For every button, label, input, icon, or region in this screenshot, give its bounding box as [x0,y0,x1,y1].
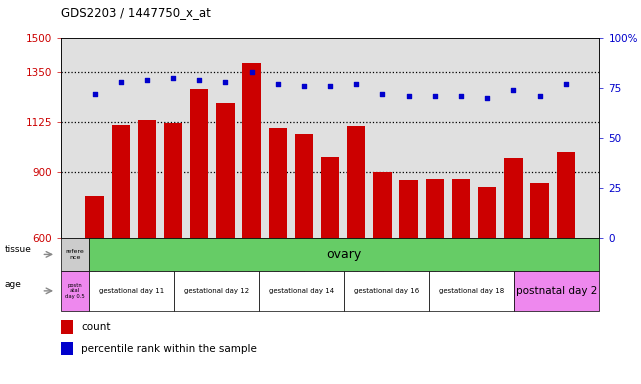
Bar [344,271,429,311]
Point [194,77,204,83]
Point [378,91,388,98]
Point [456,93,466,99]
Point [168,75,178,81]
Point [142,77,152,83]
Bar [321,157,339,371]
Bar [530,183,549,371]
Bar [138,121,156,371]
Bar [373,172,392,371]
Bar [478,187,496,371]
Text: count: count [81,322,111,332]
Text: refere
nce: refere nce [65,249,85,260]
Text: tissue: tissue [5,245,32,254]
Text: gestational day 11: gestational day 11 [99,288,164,294]
Point [89,91,99,98]
Bar [429,271,514,311]
Text: postnatal day 2: postnatal day 2 [516,286,597,296]
Text: age: age [5,280,22,289]
Bar [61,320,72,334]
Point [299,83,309,89]
Bar [452,179,470,371]
Point [482,95,492,101]
Text: ovary: ovary [327,248,362,261]
Bar [61,271,89,311]
Text: gestational day 14: gestational day 14 [269,288,335,294]
Bar [174,271,259,311]
Bar [259,271,344,311]
Text: gestational day 18: gestational day 18 [439,288,504,294]
Point [221,79,231,85]
Bar [269,128,287,371]
Text: gestational day 12: gestational day 12 [184,288,249,294]
Point [272,81,283,88]
Bar [295,134,313,371]
Bar [347,126,365,371]
Point [115,79,126,85]
Bar [504,158,522,371]
Point [561,81,571,88]
Bar [190,89,208,371]
Point [508,87,519,93]
Bar [514,271,599,311]
Bar [556,152,575,371]
Bar [216,103,235,371]
Text: GDS2203 / 1447750_x_at: GDS2203 / 1447750_x_at [61,6,211,19]
Text: gestational day 16: gestational day 16 [354,288,419,294]
Point [325,83,335,89]
Bar [85,196,104,371]
Text: postn
atal
day 0.5: postn atal day 0.5 [65,283,85,299]
Bar [164,123,182,371]
Text: percentile rank within the sample: percentile rank within the sample [81,344,257,354]
Bar [399,180,418,371]
Point [429,93,440,99]
Point [246,69,256,75]
Bar [61,342,72,356]
Bar [242,63,261,371]
Bar [89,271,174,311]
Bar [426,179,444,371]
Point [404,93,414,99]
Bar [61,238,89,271]
Bar [112,125,130,371]
Point [535,93,545,99]
Point [351,81,362,88]
